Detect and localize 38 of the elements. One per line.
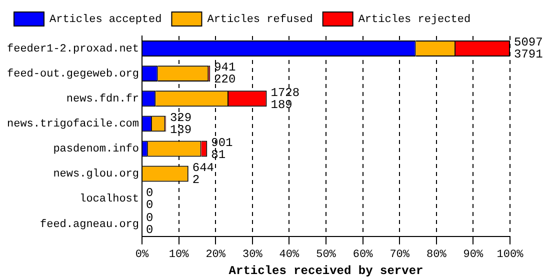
y-tick-label: pasdenom.info [53, 144, 140, 156]
annotation: 0 [146, 223, 154, 238]
x-axis-title: Articles received by server [228, 264, 424, 278]
x-tick-label: 50% [316, 248, 336, 261]
legend-label: Articles refused [207, 14, 313, 26]
y-tick-label: news.glou.org [53, 168, 140, 181]
annotation: 189 [270, 98, 292, 112]
x-tick-label: 100% [496, 248, 524, 261]
legend-label: Articles accepted [50, 14, 162, 26]
annotation: 5097 [514, 36, 543, 50]
annotation: 220 [214, 72, 236, 87]
annotation: 941 [214, 60, 236, 75]
annotation: 139 [170, 122, 192, 137]
x-tick-label: 20% [206, 248, 226, 261]
annotation: 901 [211, 136, 233, 150]
x-tick-label: 90% [463, 248, 484, 261]
annotation: 3791 [514, 48, 543, 62]
annotation: 0 [146, 198, 154, 212]
y-tick-label: localhost [80, 194, 140, 206]
annotation: 329 [170, 110, 192, 125]
x-tick-label: 80% [426, 248, 447, 261]
y-tick-label: feeder1-2.proxad.net [6, 43, 140, 56]
y-tick-label: news.trigofacile.com [6, 118, 140, 131]
annotation: 1728 [270, 86, 300, 100]
x-tick-label: 0% [135, 248, 150, 261]
y-tick-label: news.fdn.fr [66, 94, 140, 106]
x-tick-label: 10% [168, 248, 190, 261]
legend-label: Articles rejected [358, 14, 471, 26]
x-tick-label: 30% [242, 248, 263, 261]
x-tick-label: 70% [390, 248, 410, 261]
y-tick-label: feed.agneau.org [40, 218, 140, 231]
annotation: 644 [192, 160, 214, 175]
annotation: 0 [146, 186, 154, 200]
x-tick-label: 40% [279, 248, 300, 261]
x-tick-label: 60% [352, 248, 374, 261]
y-tick-label: feed-out.gegeweb.org [6, 68, 140, 80]
annotation: 0 [146, 211, 154, 226]
annotation: 2 [192, 172, 200, 187]
